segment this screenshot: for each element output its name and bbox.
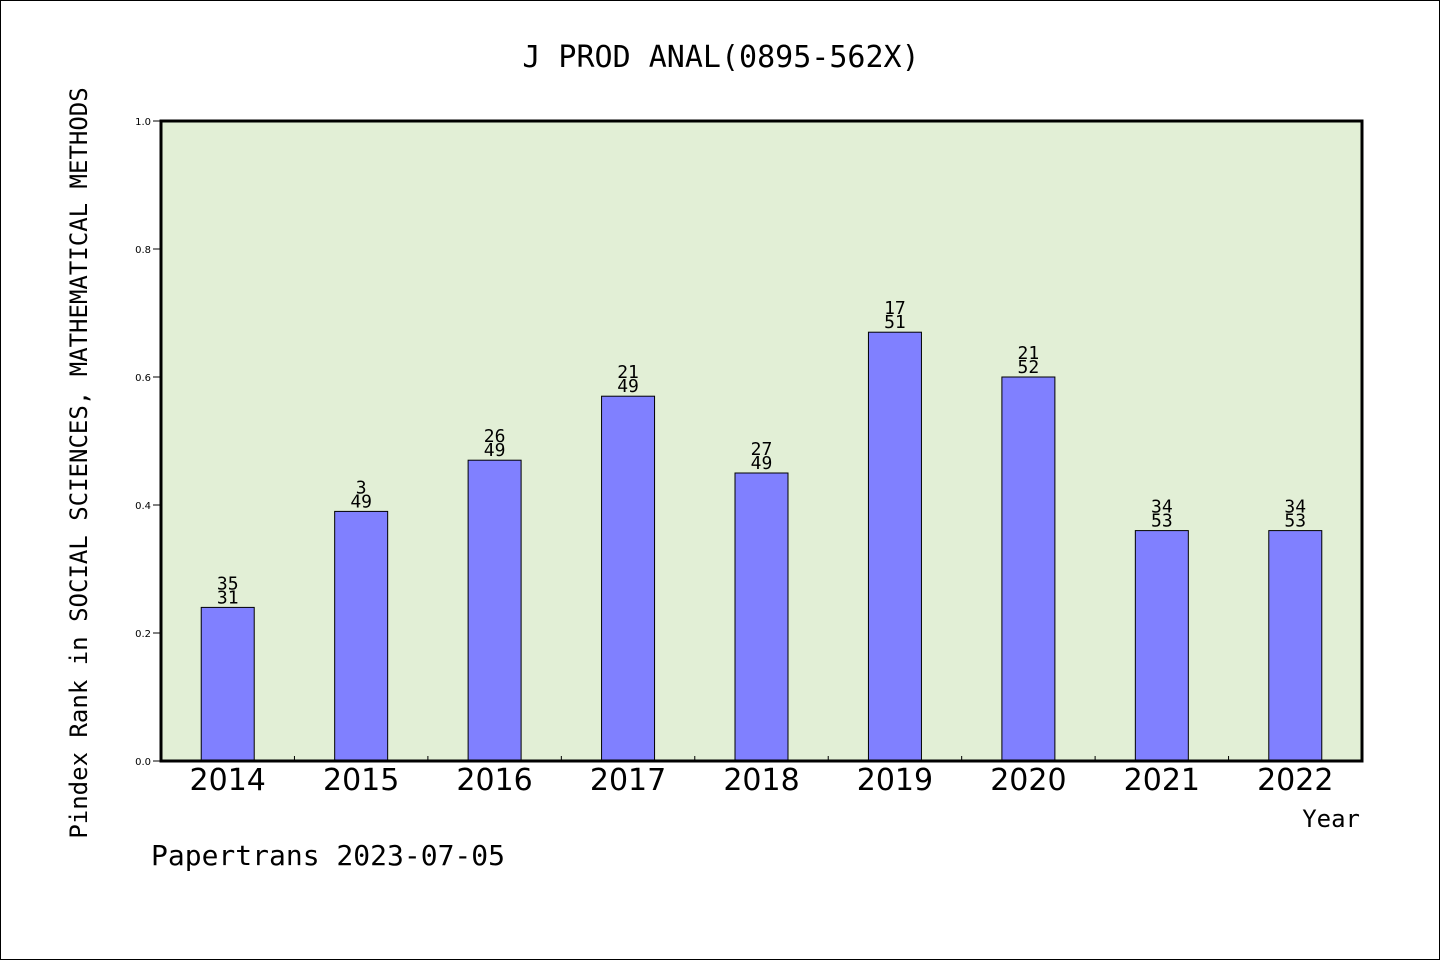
y-tick-label: 0.2 (135, 629, 151, 640)
bar-rank-label-2022: 34 (1284, 497, 1306, 518)
bar-rank-label-2021: 34 (1151, 497, 1173, 518)
bar-2021 (1134, 530, 1189, 762)
bar-rank-label-2019: 17 (884, 298, 906, 319)
bar-total-label-2016: 49 (484, 440, 506, 461)
bar-2017 (601, 395, 656, 762)
x-tick-label-2020: 2020 (990, 763, 1066, 798)
y-axis-label: Pindex Rank in SOCIAL SCIENCES, MATHEMAT… (65, 87, 93, 838)
y-tick-label: 0.0 (135, 757, 151, 768)
y-tick-label: 0.6 (135, 373, 151, 384)
bar-rank-label-2016: 26 (484, 426, 506, 447)
x-tick-label-2022: 2022 (1257, 763, 1333, 798)
bar-rank-label-2018: 27 (751, 439, 773, 460)
x-axis-label: Year (1302, 805, 1360, 833)
bar-2016 (467, 459, 522, 762)
y-tick-label: 1.0 (135, 117, 151, 128)
x-tick-label-2021: 2021 (1124, 763, 1200, 798)
bar-total-label-2014: 31 (217, 587, 239, 608)
x-tick-label-2017: 2017 (590, 763, 666, 798)
bar-total-label-2020: 52 (1018, 357, 1040, 378)
x-axis: 2014 2015 2016 2017 2018 2019 2020 2021 2022 (190, 756, 1333, 798)
bar-2020 (1001, 376, 1056, 762)
chart-title: J PROD ANAL(0895-562X) (522, 40, 919, 75)
bar-2014 (200, 606, 255, 762)
y-tick-label: 0.8 (135, 245, 151, 256)
bar-total-label-2022: 53 (1284, 511, 1306, 532)
bar-rank-label-2017: 21 (617, 362, 639, 383)
x-tick-label-2018: 2018 (723, 763, 799, 798)
bar-rank-label-2015: 3 (356, 477, 367, 498)
plot-border (159, 119, 1364, 763)
y-tick-label: 0.4 (135, 501, 151, 512)
bar-total-label-2017: 49 (617, 376, 639, 397)
bar-2015 (334, 510, 389, 762)
bar-total-label-2019: 51 (884, 312, 906, 333)
bar-2022 (1268, 530, 1323, 762)
x-tick-label-2015: 2015 (323, 763, 399, 798)
bar-rank-label-2020: 21 (1018, 343, 1040, 364)
bar-2018 (734, 472, 789, 762)
x-tick-label-2019: 2019 (857, 763, 933, 798)
y-axis: 0.0 0.2 0.4 0.6 0.8 1.0 (135, 117, 161, 768)
bar-rank-label-2014: 35 (217, 573, 239, 594)
bar-total-label-2021: 53 (1151, 511, 1173, 532)
bar-total-label-2015: 49 (350, 491, 372, 512)
x-tick-label-2016: 2016 (456, 763, 532, 798)
x-tick-label-2014: 2014 (190, 763, 266, 798)
footer-credit: Papertrans 2023-07-05 (151, 839, 505, 872)
bar-2019 (867, 331, 922, 762)
bar-total-label-2018: 49 (751, 453, 773, 474)
